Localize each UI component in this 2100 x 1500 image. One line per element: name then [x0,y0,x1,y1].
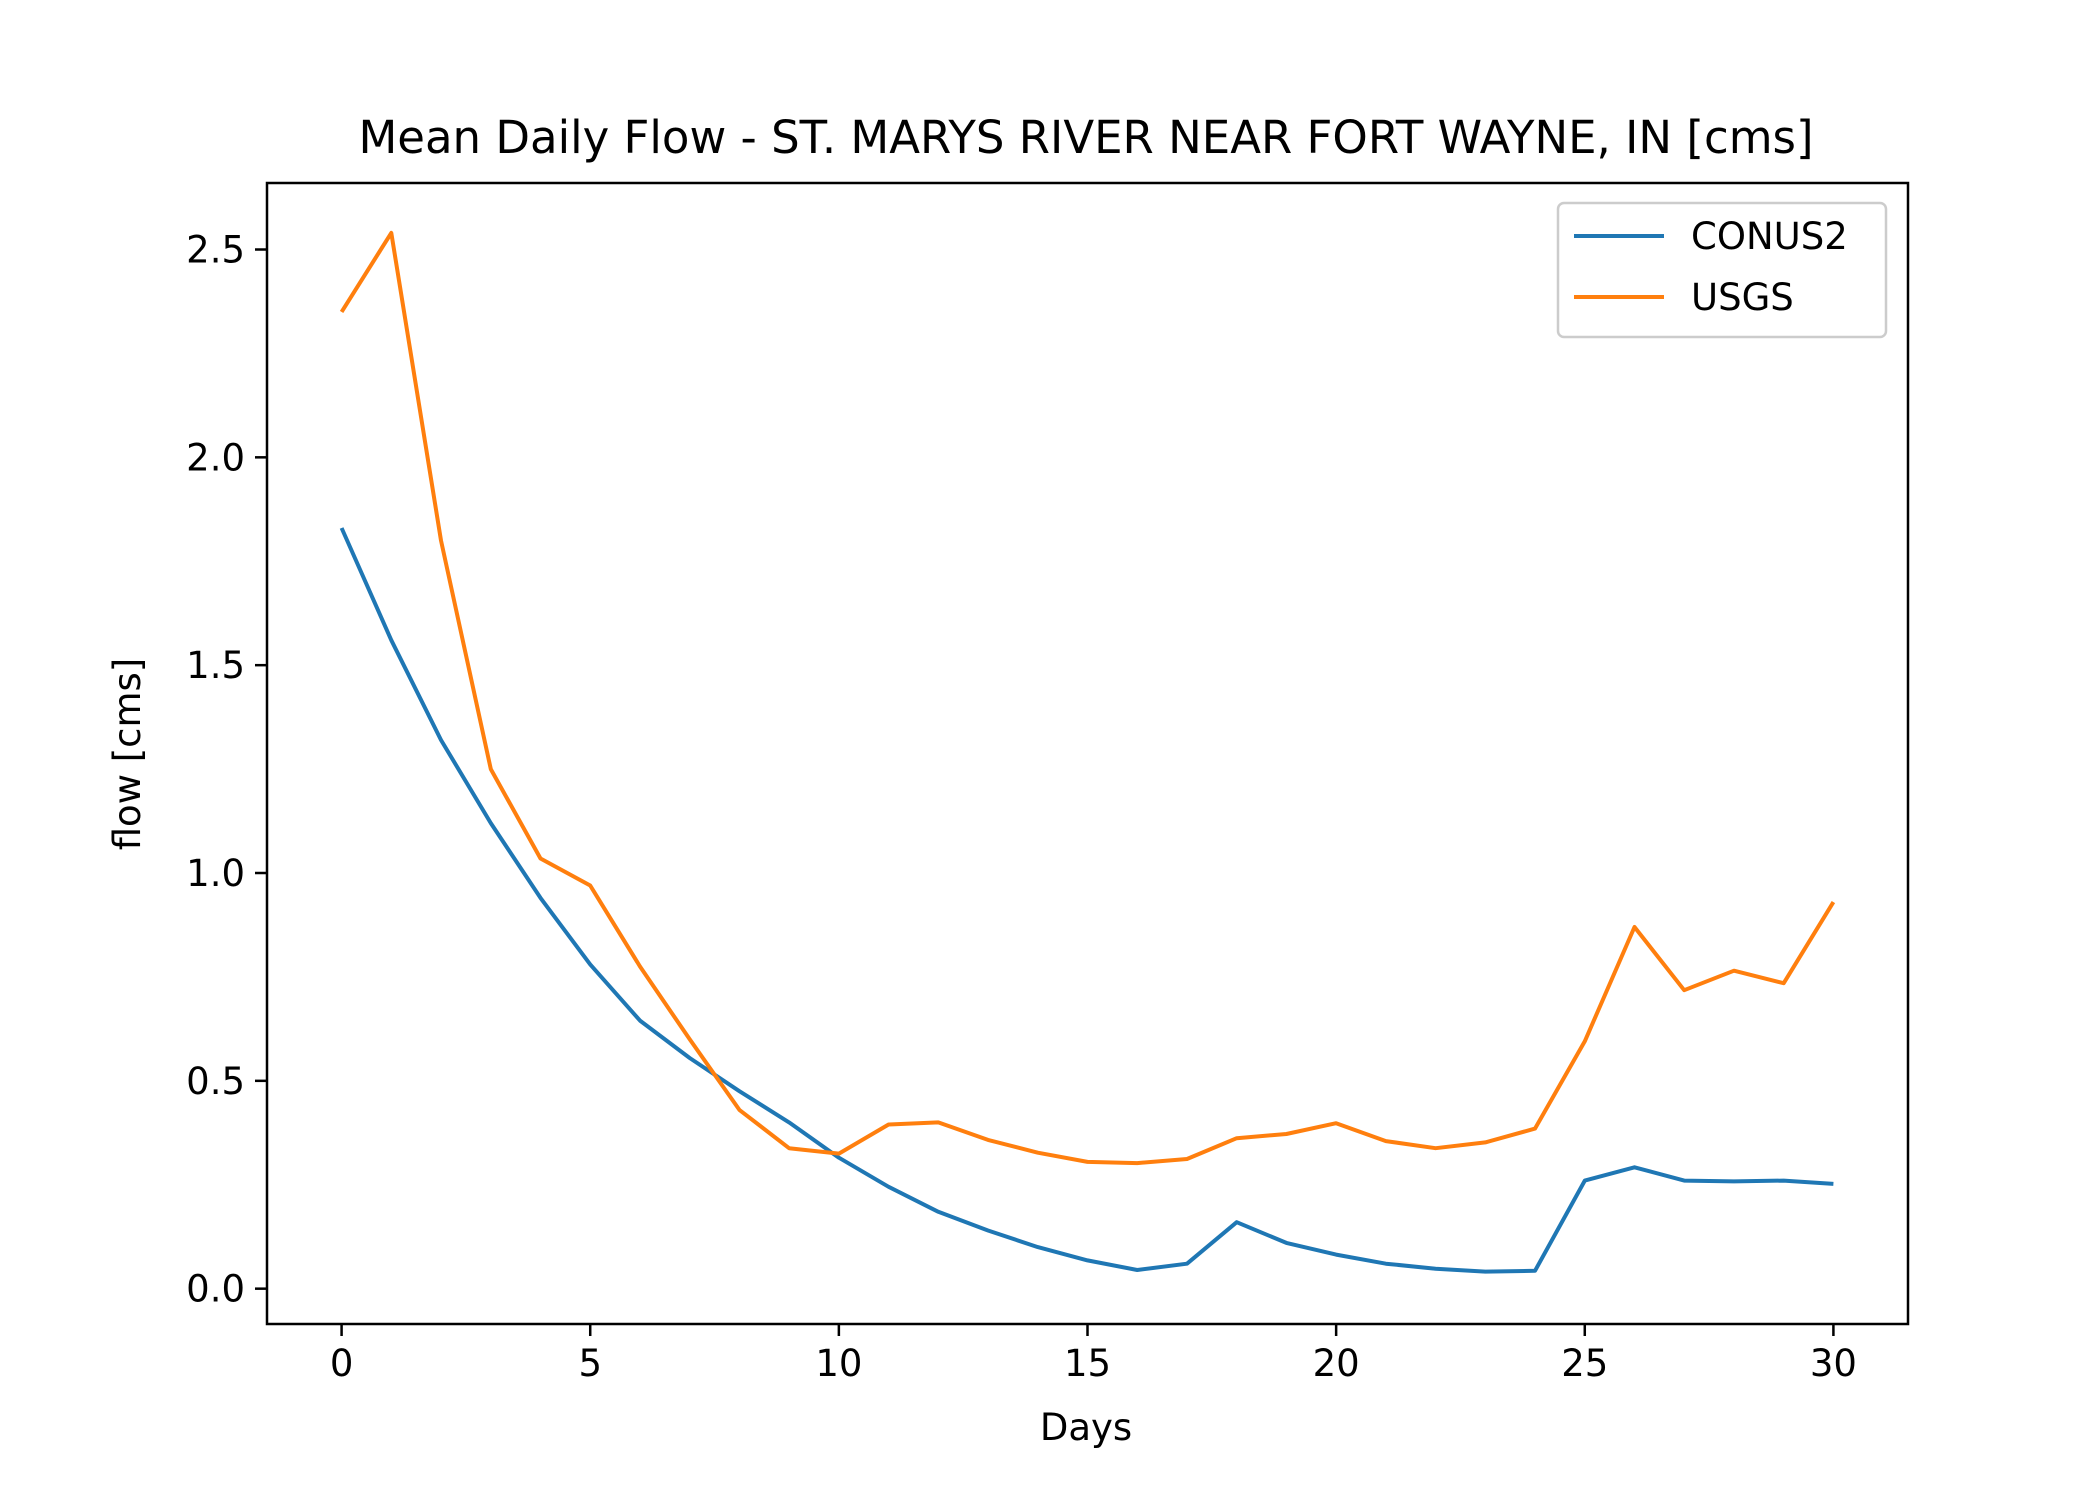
legend-label-conus2: CONUS2 [1691,215,1848,258]
y-axis: 0.0 0.5 1.0 1.5 2.0 2.5 [186,229,267,1311]
chart-title: Mean Daily Flow - ST. MARYS RIVER NEAR F… [358,111,1813,164]
plot-lines [339,230,1836,1274]
y-tick-label: 0.0 [186,1268,245,1311]
y-axis-label: flow [cms] [106,658,149,851]
x-tick-label: 20 [1313,1342,1360,1385]
y-tick-label: 1.5 [186,644,245,687]
legend-label-usgs: USGS [1691,276,1794,319]
x-tick-label: 5 [578,1342,602,1385]
x-axis-label: Days [1040,1406,1132,1449]
x-axis: 0 5 10 15 20 25 30 [330,1324,1857,1385]
x-tick-label: 15 [1064,1342,1111,1385]
x-tick-label: 10 [815,1342,862,1385]
y-tick-label: 2.0 [186,436,245,479]
x-tick-label: 0 [330,1342,354,1385]
y-tick-label: 1.0 [186,852,245,895]
x-tick-label: 30 [1810,1342,1857,1385]
legend: CONUS2 USGS [1556,201,1888,339]
y-tick-label: 2.5 [186,229,245,272]
x-tick-label: 25 [1561,1342,1608,1385]
y-tick-label: 0.5 [186,1060,245,1103]
series-line-conus2 [339,527,1834,1274]
series-line-usgs [339,230,1836,1166]
